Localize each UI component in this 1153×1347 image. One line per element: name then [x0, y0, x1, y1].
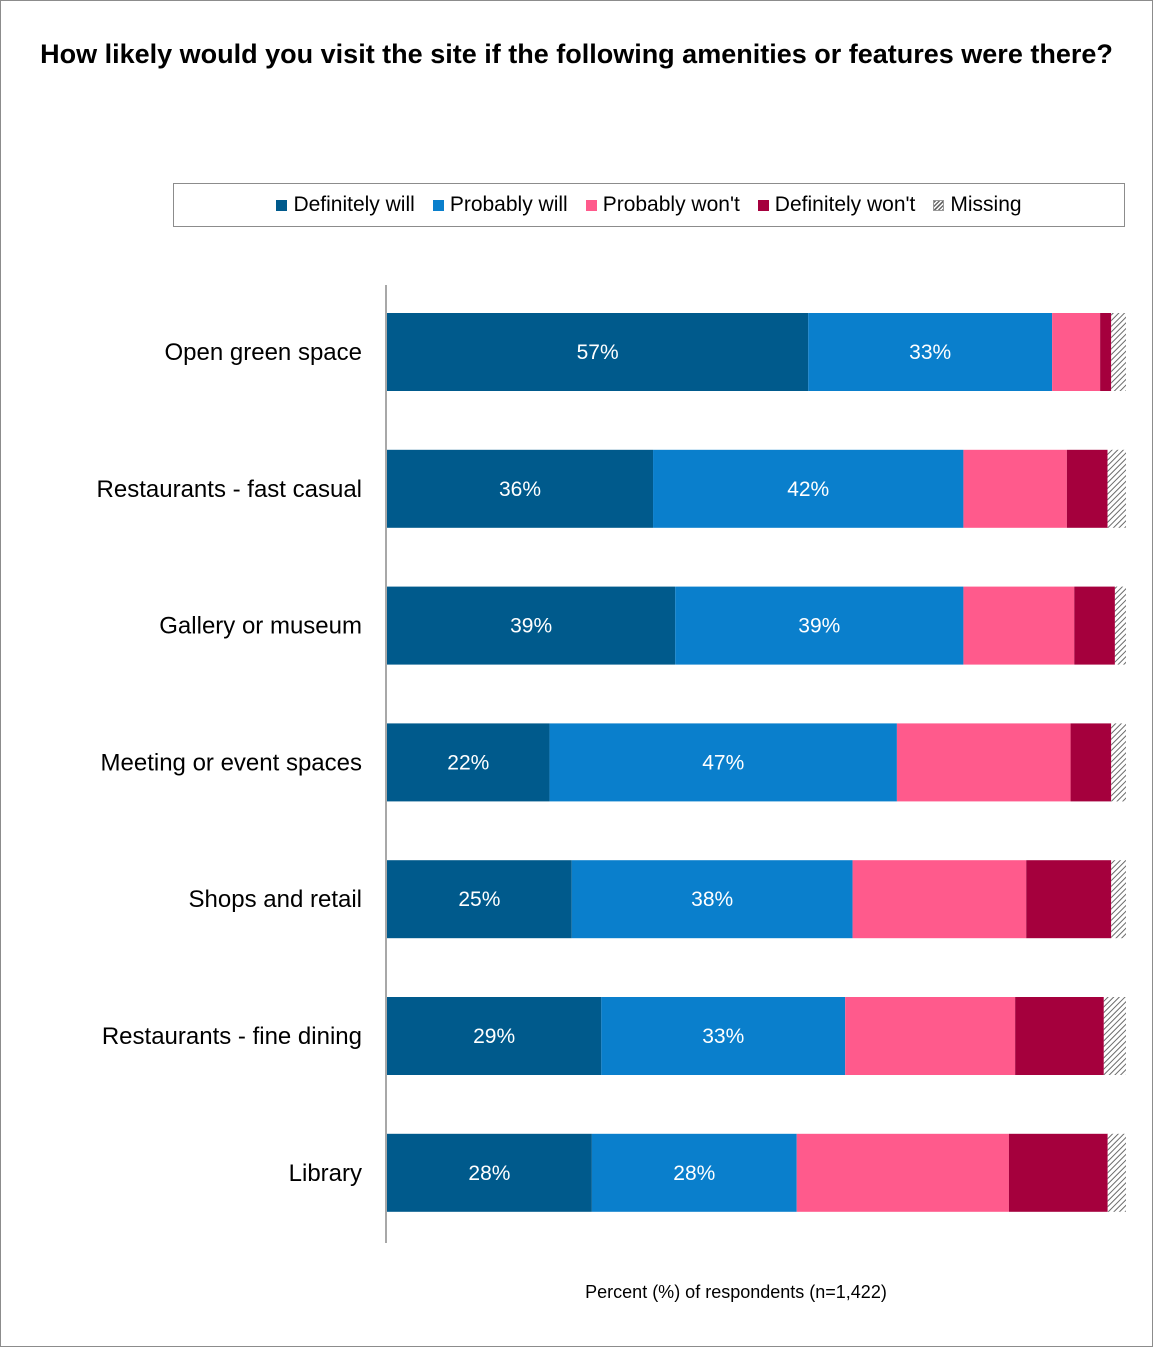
bar-segment-missing: [1103, 997, 1126, 1075]
legend: Definitely will Probably will Probably w…: [173, 183, 1125, 227]
bar-segment-missing: [1114, 586, 1126, 665]
bar-segment-definitely-won-t: [1026, 860, 1112, 939]
legend-item-probably-will: Probably will: [432, 193, 568, 217]
bar-segment-probably-will: [808, 313, 1053, 391]
bar-segment-probably-won-t: [963, 586, 1075, 665]
legend-swatch: [432, 199, 444, 211]
legend-item-definitely-wont: Definitely won't: [757, 193, 916, 217]
data-label: 33%: [702, 1025, 744, 1048]
bar-segment-definitely-won-t: [1100, 313, 1112, 391]
data-label: 42%: [787, 478, 829, 501]
category-label: Restaurants - fine dining: [102, 1023, 362, 1050]
data-label: 39%: [510, 615, 552, 638]
bar-segment-probably-will: [653, 449, 964, 528]
bar-segment-missing: [1111, 313, 1126, 391]
data-label: 57%: [577, 341, 619, 364]
category-label: Restaurants - fast casual: [97, 476, 362, 503]
bar-segment-probably-will: [601, 997, 846, 1075]
legend-label: Missing: [950, 193, 1022, 216]
bar-segment-probably-won-t: [963, 449, 1067, 528]
data-label: 39%: [798, 615, 840, 638]
bar-segment-probably-won-t: [796, 1133, 1009, 1212]
bar-segment-definitely-won-t: [1008, 1133, 1108, 1212]
legend-swatch: [933, 199, 945, 211]
bar-segment-probably-will: [675, 586, 964, 665]
legend-swatch: [757, 199, 769, 211]
category-label: Shops and retail: [189, 886, 362, 913]
data-label: 47%: [702, 751, 744, 774]
bar-segment-definitely-will: [387, 1133, 592, 1212]
bar-segment-definitely-won-t: [1074, 586, 1115, 665]
legend-label: Definitely won't: [774, 193, 916, 216]
bars-layer: 57% 33% 36% 42% 39% 39% 22% 47% 25% 38% 29% 33% 28% 2…: [387, 313, 1127, 1212]
bar-segment-definitely-won-t: [1015, 997, 1104, 1075]
bar-segment-missing: [1107, 1133, 1126, 1212]
category-label: Library: [289, 1160, 362, 1187]
bar-segment-missing: [1111, 723, 1126, 802]
legend-item-probably-wont: Probably won't: [585, 193, 740, 217]
bar-segment-probably-won-t: [845, 997, 1016, 1075]
bar-segment-definitely-will: [387, 723, 550, 802]
x-axis-title: Percent (%) of respondents (n=1,422): [585, 1282, 887, 1302]
data-label: 38%: [691, 888, 733, 911]
bar-segment-probably-won-t: [896, 723, 1071, 802]
bar-segment-probably-will: [549, 723, 897, 802]
data-label: 33%: [909, 341, 951, 364]
bar-segment-definitely-will: [387, 997, 602, 1075]
data-label: 25%: [458, 888, 500, 911]
category-label: Gallery or museum: [159, 613, 362, 640]
legend-label: Definitely will: [293, 193, 415, 216]
bar-segment-definitely-will: [387, 313, 809, 391]
bar-segment-probably-will: [591, 1133, 797, 1212]
bar-segment-definitely-won-t: [1066, 449, 1108, 528]
bar-segment-probably-will: [571, 860, 853, 939]
category-label: Meeting or event spaces: [101, 749, 362, 776]
legend-swatch: [276, 199, 288, 211]
legend-label: Probably won't: [602, 193, 740, 216]
bar-segment-definitely-will: [387, 586, 676, 665]
bar-segment-probably-won-t: [1052, 313, 1101, 391]
data-label: 36%: [499, 478, 541, 501]
legend-item-definitely-will: Definitely will: [276, 193, 415, 217]
bar-segment-probably-won-t: [852, 860, 1027, 939]
legend-swatch: [585, 199, 597, 211]
bar-segment-definitely-will: [387, 860, 572, 939]
data-label: 29%: [473, 1025, 515, 1048]
data-label: 28%: [673, 1162, 715, 1185]
data-label: 28%: [468, 1162, 510, 1185]
chart-title: How likely would you visit the site if t…: [40, 39, 1113, 69]
category-label: Open green space: [165, 339, 362, 366]
legend-label: Probably will: [449, 193, 568, 216]
category-labels: Open green space Restaurants - fast casua…: [97, 339, 362, 1187]
bar-segment-definitely-will: [387, 449, 654, 528]
legend-item-missing: Missing: [933, 193, 1022, 217]
bar-segment-missing: [1107, 449, 1127, 528]
bar-segment-missing: [1111, 860, 1126, 939]
bar-segment-definitely-won-t: [1070, 723, 1112, 802]
data-label: 22%: [447, 751, 489, 774]
